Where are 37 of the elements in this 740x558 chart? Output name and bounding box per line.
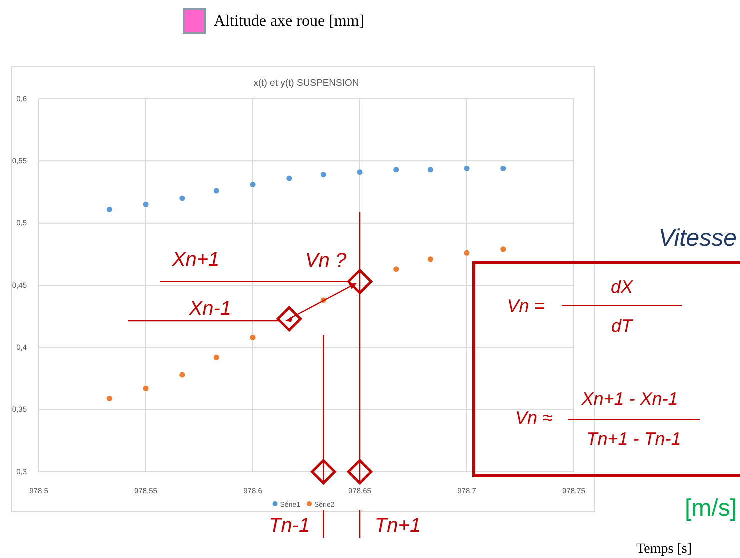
- chart-title: x(t) et y(t) SUSPENSION: [254, 78, 360, 89]
- text: dX: [610, 277, 634, 297]
- point: [143, 202, 149, 208]
- point: [214, 188, 220, 194]
- point: [180, 372, 186, 378]
- point: [214, 354, 220, 360]
- point: [500, 166, 506, 172]
- annotation: Xn-1: [188, 298, 232, 320]
- point: [394, 167, 400, 173]
- text: Altitude axe roue [mm]: [214, 13, 365, 30]
- point: [464, 250, 470, 256]
- point: [500, 246, 506, 252]
- text: Xn+1 - Xn-1: [580, 389, 678, 409]
- text: Vitesse: [658, 225, 737, 252]
- annotation: Vn =: [507, 296, 545, 316]
- text: Temps [s]: [636, 542, 692, 557]
- text: Tn+1 - Tn-1: [586, 429, 682, 449]
- point: [180, 196, 186, 202]
- point: [286, 176, 292, 182]
- point: [106, 206, 112, 212]
- point: [143, 386, 149, 392]
- point: [394, 266, 400, 272]
- point: [428, 167, 434, 173]
- point: [106, 396, 112, 402]
- annotation: Tn+1: [374, 515, 422, 537]
- point: [250, 182, 256, 188]
- point: [357, 170, 363, 176]
- point: [428, 256, 434, 262]
- point: [250, 334, 256, 340]
- ref-line-label: Xn+1: [171, 248, 220, 271]
- text: [m/s]: [685, 495, 737, 522]
- annotation: Vn ≈: [516, 408, 553, 428]
- point: [464, 166, 470, 172]
- text: dT: [611, 316, 635, 336]
- annotation: Tn-1: [269, 515, 310, 537]
- point: [320, 172, 326, 178]
- annotation: Vn ?: [305, 250, 348, 272]
